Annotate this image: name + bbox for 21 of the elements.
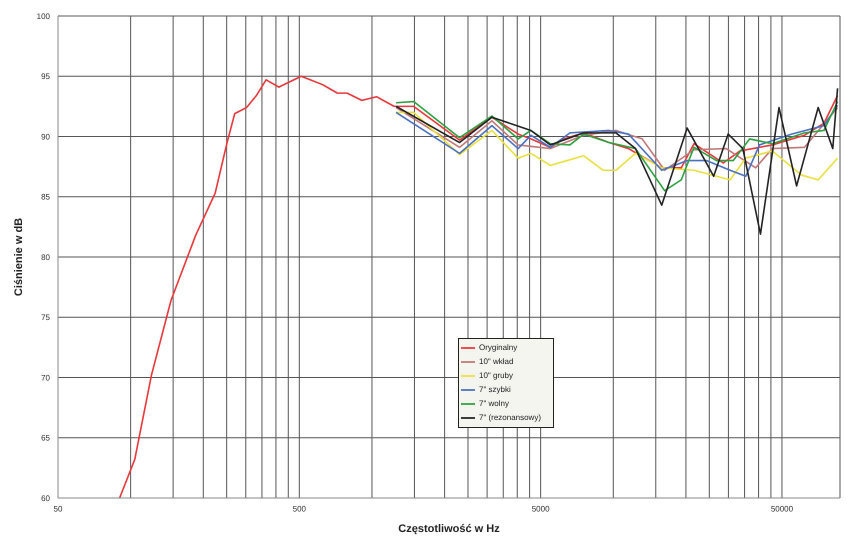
y-tick-label: 65 xyxy=(41,434,51,443)
y-tick-label: 70 xyxy=(41,373,51,382)
x-tick-label: 500 xyxy=(292,504,307,514)
legend-label: 7" szybki xyxy=(479,385,511,394)
legend-label: 10" gruby xyxy=(479,371,513,380)
x-tick-label: 5000 xyxy=(532,504,550,514)
legend-label: 7" wolny xyxy=(479,399,509,408)
y-tick-label: 100 xyxy=(36,12,51,21)
y-axis-title: Ciśnienie w dB xyxy=(12,218,25,296)
y-tick-label: 60 xyxy=(41,494,51,503)
x-tick-label: 50000 xyxy=(770,504,794,514)
x-axis-title: Częstotliwość w Hz xyxy=(398,523,500,535)
y-tick-label: 80 xyxy=(41,252,51,262)
legend-label: Oryginalny xyxy=(479,343,518,352)
y-tick-label: 95 xyxy=(41,72,51,82)
legend-label: 10" wkład xyxy=(479,357,514,366)
y-tick-label: 90 xyxy=(41,132,51,142)
y-tick-label: 75 xyxy=(41,313,51,322)
legend-label: 7" (rezonansowy) xyxy=(479,413,541,422)
y-tick-label: 85 xyxy=(41,192,51,202)
x-tick-label: 50 xyxy=(54,504,63,514)
